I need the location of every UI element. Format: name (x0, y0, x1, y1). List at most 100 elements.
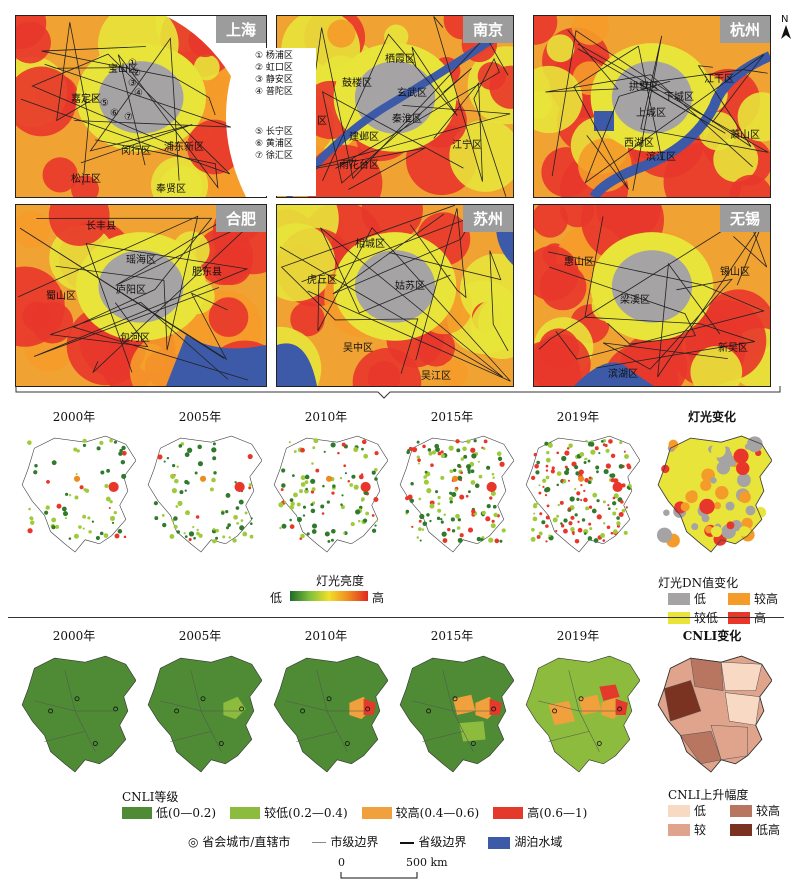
district-label: 上城区 (636, 108, 666, 119)
map-raster-wuxi (534, 205, 770, 386)
cnli-change-title: CNLI变化 (682, 629, 742, 643)
district-label: 拱墅区 (629, 82, 659, 93)
rise-item: 低高 (730, 821, 792, 838)
district-label: ⑤ (100, 98, 109, 109)
cnli-year-label: 2000年 (52, 629, 96, 643)
light-map-4 (518, 424, 641, 560)
cnli-change-map (650, 644, 773, 780)
light-legend-high: 高 (372, 591, 385, 605)
district-label: 奉贤区 (156, 184, 186, 195)
district-label: 虎丘区 (307, 275, 337, 286)
map-raster-nanjing (277, 16, 513, 197)
district-label: 吴江区 (421, 371, 451, 382)
panel-title-hangzhou: 杭州 (719, 16, 770, 43)
cnli-map-4 (518, 644, 641, 780)
light-year-label: 2010年 (304, 410, 348, 424)
district-label: 西湖区 (624, 138, 654, 149)
dn-item: 较低 (668, 609, 728, 626)
river (283, 22, 513, 197)
panel-title-shanghai: 上海 (215, 16, 266, 43)
district-boundary (301, 213, 476, 295)
sea-area (166, 16, 266, 197)
city-boundary-legend: 市级边界 (312, 833, 378, 850)
lake (574, 362, 654, 386)
detail-map-wuxi: 无锡 惠山区 锡山区 梁溪区 新吴区 滨湖区 (533, 204, 771, 387)
scale-zero: 0 (338, 856, 345, 869)
scale-distance: 500 km (406, 856, 448, 869)
cnli-map-2 (266, 644, 389, 780)
district-label: 鼓楼区 (342, 78, 372, 89)
detail-map-shanghai: 上海 宝山区 嘉定区 浦东新区 闵行区 松江区 奉贤区 ① ② ③ ④ ⑤ ⑥ ⑦ (15, 15, 267, 198)
light-year-label: 2005年 (178, 410, 222, 424)
district-label: 吴中区 (343, 343, 373, 354)
district-label: 蜀山区 (46, 291, 76, 302)
district-boundary (307, 226, 511, 382)
dn-item: 低 (668, 590, 728, 607)
district-label: 建邺区 (349, 132, 379, 143)
district-boundary (50, 301, 229, 380)
district-label: 江干区 (704, 74, 734, 85)
panel-title-nanjing: 南京 (462, 16, 513, 43)
district-label: 雨花台区 (339, 160, 379, 171)
light-year-label: 2015年 (430, 410, 474, 424)
cnli-year-label: 2010年 (304, 629, 348, 643)
district-label: 松江区 (71, 174, 101, 185)
district-label: 嘉定区 (71, 94, 101, 105)
legend-row: ⑤ 长宁区 (255, 127, 293, 137)
district-boundary (545, 29, 753, 168)
district-boundary (584, 53, 765, 184)
district-label: ⑥ (110, 108, 119, 119)
section-divider (8, 617, 784, 618)
district-label: ⑦ (124, 112, 133, 123)
lake (277, 343, 317, 386)
light-map-2 (266, 424, 389, 560)
district-label: ② (132, 68, 141, 79)
district-label: 浦东新区 (164, 142, 204, 153)
district-label: 庐阳区 (116, 285, 146, 296)
district-label: 肥东县 (192, 267, 222, 278)
shanghai-district-legend: ① 杨浦区 ② 虹口区 ③ 静安区 ④ 普陀区 ⑤ 长宁区 ⑥ 黄浦区 ⑦ 徐汇… (252, 48, 316, 196)
district-label: ③ (128, 78, 137, 89)
cnli-rise-title: CNLI上升幅度 (668, 788, 749, 802)
cnli-year-label: 2015年 (430, 629, 474, 643)
cnli-item: 低(0—0.2) (122, 804, 216, 821)
light-map-1 (140, 424, 263, 560)
light-map-3 (392, 424, 515, 560)
district-label: ④ (134, 88, 143, 99)
light-change-title: 灯光变化 (687, 410, 736, 424)
district-boundary (410, 208, 467, 361)
district-label: 姑苏区 (395, 281, 425, 292)
district-label: 长丰县 (86, 221, 116, 232)
light-gradient-bar (290, 591, 368, 601)
map-raster-suzhou (277, 205, 513, 386)
district-boundary (551, 30, 752, 177)
north-arrow: N (781, 14, 791, 39)
district-boundary (41, 46, 216, 116)
district-boundary (433, 16, 483, 182)
district-label: 瑶海区 (126, 255, 156, 266)
dn-legend: 低 较高 较低 高 (668, 590, 788, 626)
district-label: 秦淮区 (392, 114, 422, 125)
light-legend-low: 低 (270, 591, 283, 605)
cnli-map-0 (14, 644, 137, 780)
detail-map-hefei: 合肥长丰县瑶海区肥东县蜀山区 庐阳区包河区 (15, 204, 267, 387)
rise-item: 较高 (730, 802, 792, 819)
legend-row: ④ 普陀区 (255, 87, 293, 97)
district-boundary (322, 33, 458, 181)
panel-title-hefei: 合肥 (215, 205, 266, 232)
district-boundary (573, 45, 663, 190)
detail-map-suzhou: 苏州 相城区 虎丘区 姑苏区 吴中区 吴江区 (276, 204, 514, 387)
district-boundary (549, 266, 696, 345)
district-label: 包河区 (120, 333, 150, 344)
dn-legend-title: 灯光DN值变化 (658, 576, 739, 590)
lake-legend: 湖泊水域 (488, 833, 562, 850)
cnli-legend: 低(0—0.2) 较低(0.2—0.4) 较高(0.4—0.6) 高(0.6—1… (122, 804, 587, 821)
district-boundary (602, 278, 733, 370)
legend-row: ③ 静安区 (255, 75, 293, 85)
map-raster-hangzhou (534, 16, 770, 197)
light-change-map (650, 424, 773, 560)
legend-row: ⑥ 黄浦区 (255, 139, 293, 149)
district-label: 江宁区 (452, 140, 482, 151)
detail-map-hangzhou: 杭州 拱墅区 江干区 下城区 上城区 西湖区 滨江区 萧山区 (533, 15, 771, 198)
bracket-connector (15, 386, 781, 399)
